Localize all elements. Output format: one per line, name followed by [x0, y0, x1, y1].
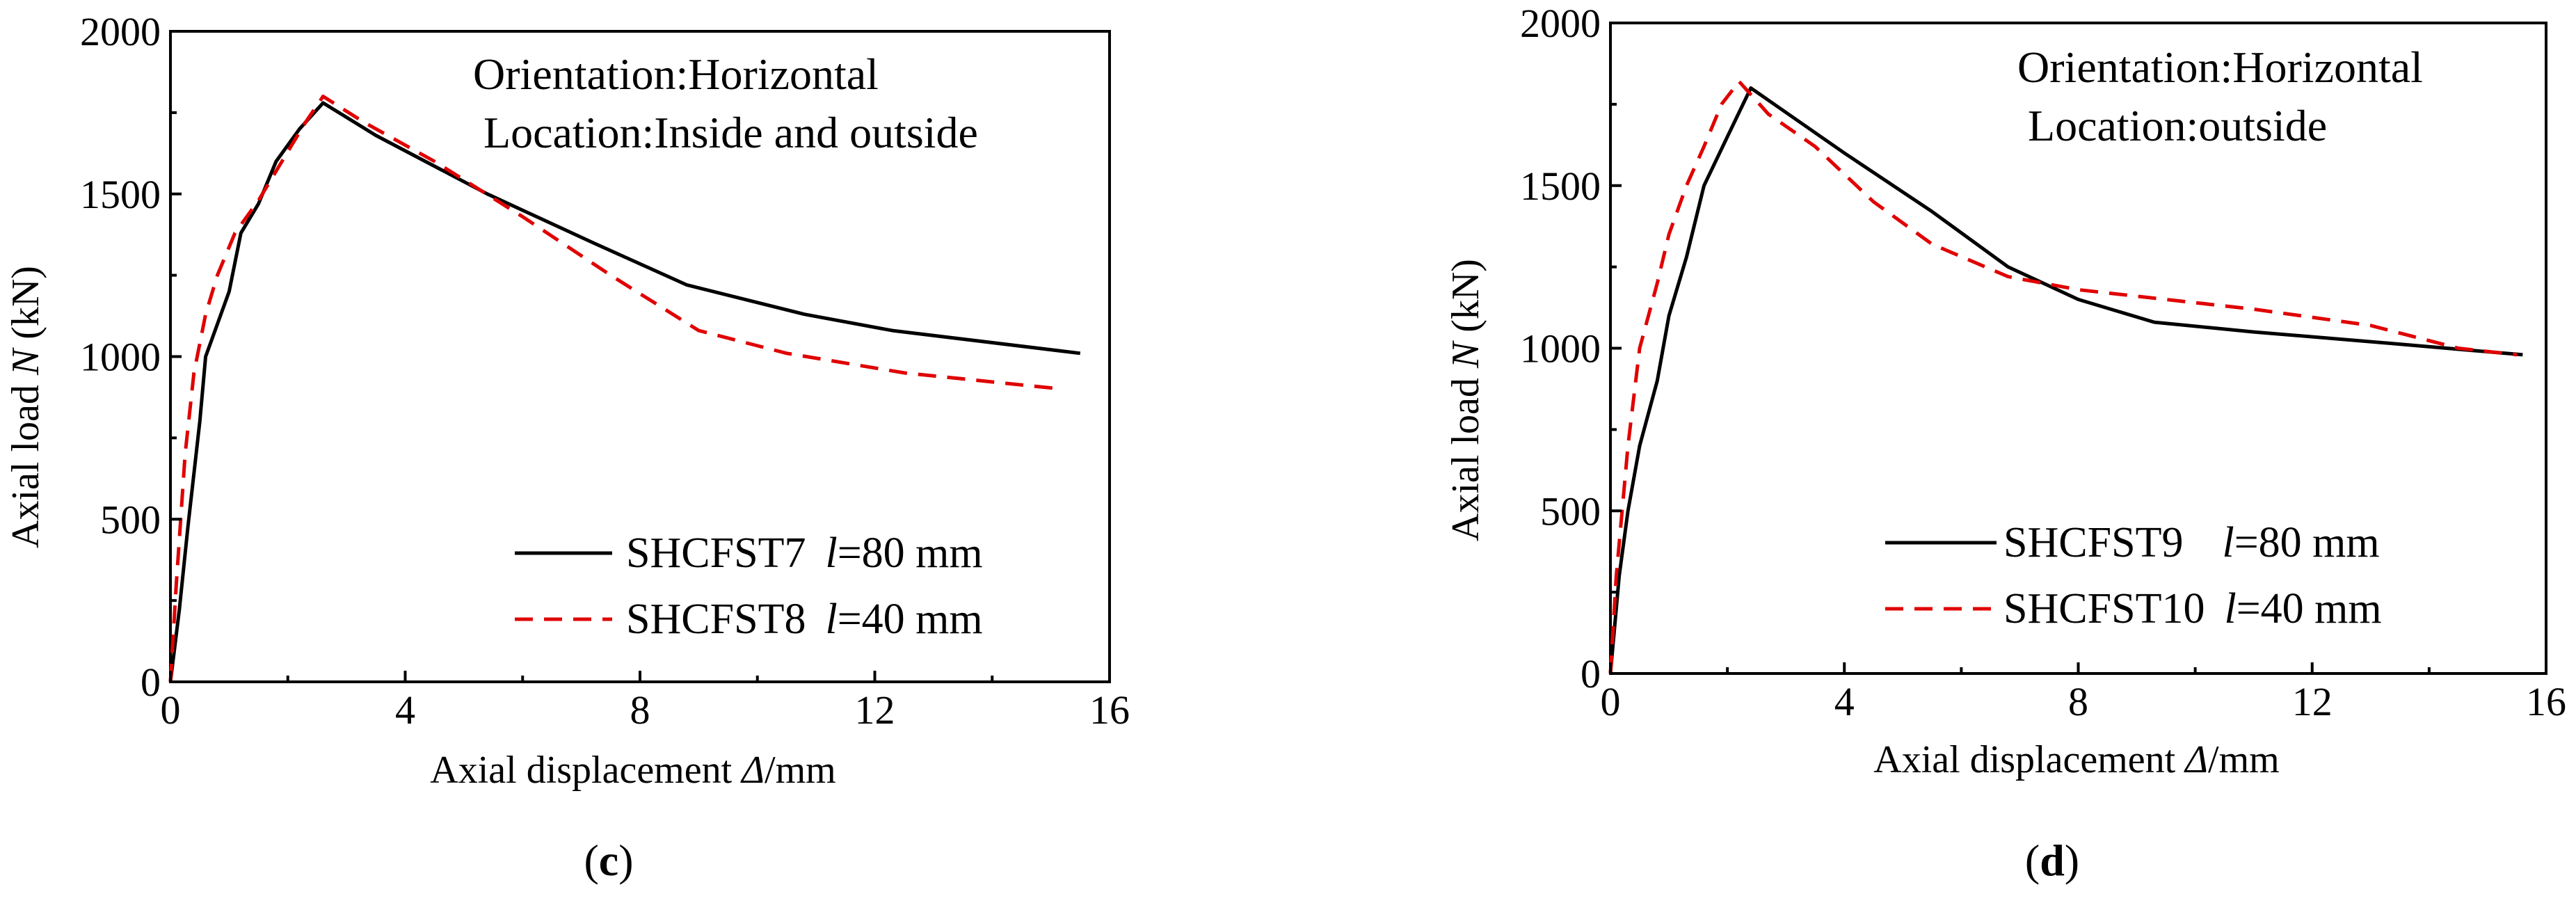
- x-tick-label-8: 8: [2068, 679, 2088, 724]
- x-tick-label-12: 12: [855, 687, 895, 733]
- legend-c: SHCFST7 l=80 mm SHCFST8 l=40 mm: [515, 529, 983, 643]
- legend-d: SHCFST9 l=80 mm SHCFST10 l=40 mm: [1885, 519, 2382, 632]
- x-tick-label-16: 16: [1089, 687, 1130, 733]
- y-tick-label-1500: 1500: [80, 172, 161, 217]
- legend-label-shcfst7: SHCFST7 l=80 mm: [626, 529, 983, 577]
- y-tick-label-1000: 1000: [1520, 326, 1601, 372]
- y-tick-label-1000: 1000: [80, 335, 161, 380]
- series-line-shcfst7: [168, 101, 1081, 683]
- series-line-shcfst10: [1608, 79, 2518, 674]
- x-tick-label-4: 4: [395, 687, 415, 733]
- chart-panel-c: 0 500 1000 1500 2000 0 4 8 12 16 Orientation:Hor…: [4, 9, 1130, 885]
- y-tick-label-2000: 2000: [1520, 1, 1601, 46]
- x-ticks-d: 0 4 8 12 16: [1601, 662, 2566, 724]
- x-tick-label-16: 16: [2526, 679, 2566, 724]
- annotation-location-c: Location:Inside and outside: [483, 108, 978, 157]
- panel-label-c: (c): [584, 836, 633, 885]
- chart-panel-d: 0 500 1000 1500 2000 0 4 8 12 16 Orientation:Hor…: [1444, 1, 2566, 885]
- annotation-orientation-d: Orientation:Horizontal: [2017, 42, 2423, 92]
- legend-label-shcfst8: SHCFST8 l=40 mm: [626, 596, 983, 643]
- x-tick-label-12: 12: [2292, 679, 2333, 724]
- series-line-shcfst8: [168, 95, 1063, 683]
- y-tick-label-0: 0: [141, 660, 161, 705]
- x-axis-title-d: Axial displacement Δ/mm: [1873, 738, 2279, 781]
- annotation-orientation-c: Orientation:Horizontal: [473, 49, 879, 99]
- legend-label-shcfst9: SHCFST9 l=80 mm: [2003, 519, 2380, 566]
- y-tick-label-1500: 1500: [1520, 164, 1601, 209]
- panel-label-d: (d): [2025, 836, 2079, 885]
- x-tick-label-4: 4: [1834, 679, 1855, 724]
- y-axis-title-d: Axial load N (kN): [1444, 259, 1487, 541]
- y-axis-title-c: Axial load N (kN): [4, 266, 47, 548]
- x-tick-label-0: 0: [161, 687, 181, 733]
- x-ticks-c: 0 4 8 12 16: [161, 671, 1130, 733]
- y-tick-label-2000: 2000: [80, 9, 161, 54]
- x-tick-label-0: 0: [1601, 679, 1621, 724]
- legend-label-shcfst10: SHCFST10 l=40 mm: [2003, 585, 2382, 632]
- x-tick-label-8: 8: [630, 687, 650, 733]
- y-ticks-c: 0 500 1000 1500 2000: [80, 9, 182, 705]
- y-tick-label-500: 500: [100, 497, 161, 542]
- series-line-shcfst9: [1608, 86, 2523, 674]
- x-axis-title-c: Axial displacement Δ/mm: [430, 749, 835, 792]
- annotation-location-d: Location:outside: [2028, 101, 2327, 150]
- y-ticks-d: 0 500 1000 1500 2000: [1520, 1, 1622, 696]
- y-tick-label-500: 500: [1540, 488, 1601, 534]
- y-tick-label-0: 0: [1581, 651, 1601, 696]
